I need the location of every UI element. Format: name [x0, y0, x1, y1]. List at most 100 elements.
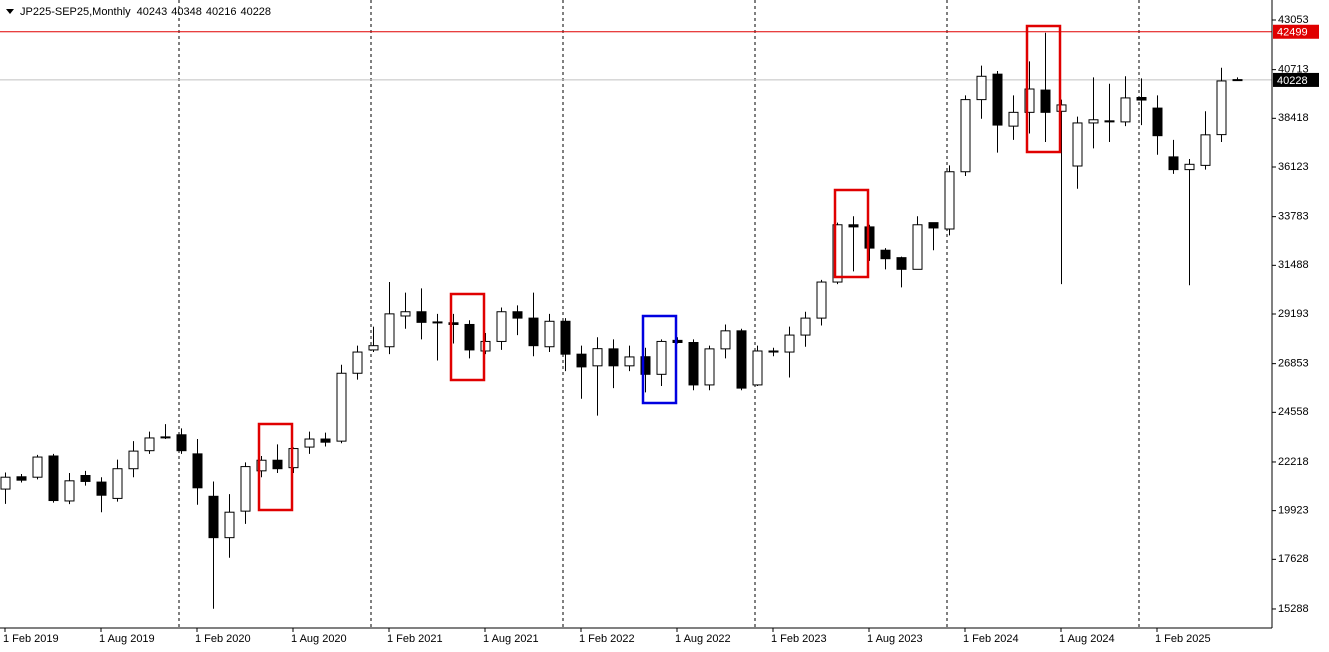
candle-body	[320, 438, 331, 443]
candle-body	[752, 350, 763, 386]
candle-body	[528, 317, 539, 347]
x-tick-label: 1 Feb 2020	[195, 633, 251, 645]
level-label-box	[1273, 24, 1319, 39]
y-tick-label: 31488	[1278, 259, 1309, 271]
candle-body	[192, 453, 203, 489]
candle-body	[128, 450, 139, 470]
candle-body	[576, 353, 587, 368]
y-tick-label: 22218	[1278, 456, 1309, 468]
candle-body	[416, 311, 427, 323]
candle-body	[32, 456, 43, 478]
candle-body	[160, 436, 171, 439]
candle-body	[16, 476, 27, 481]
level-label: 42499	[1277, 27, 1308, 39]
symbol: JP225-SEP25,Monthly	[20, 6, 131, 18]
candle-body	[496, 311, 507, 342]
x-tick-label: 1 Aug 2021	[483, 633, 539, 645]
highlight-box	[449, 292, 486, 382]
level-label: 40228	[1277, 75, 1308, 87]
candle-body	[208, 495, 219, 539]
x-tick-label: 1 Feb 2022	[579, 633, 635, 645]
highlight-box	[257, 422, 294, 512]
candle-body	[544, 320, 555, 348]
candle-body	[816, 281, 827, 319]
candle-body	[672, 339, 683, 343]
candle-body	[1040, 89, 1051, 113]
menu-arrow	[6, 9, 14, 14]
candle-body	[1168, 156, 1179, 171]
highlight-box	[641, 314, 678, 405]
candle-body	[880, 249, 891, 260]
candle-body	[384, 313, 395, 348]
candle-body	[1136, 96, 1147, 101]
candle-body	[1008, 111, 1019, 127]
candle-body	[1232, 79, 1243, 82]
level-label-box	[1273, 72, 1319, 87]
candle-body	[608, 348, 619, 367]
x-tick-label: 1 Aug 2024	[1059, 633, 1115, 645]
candles	[0, 32, 1243, 609]
y-tick-label: 36123	[1278, 161, 1309, 173]
candle-body	[1216, 80, 1227, 136]
x-tick-label: 1 Aug 2019	[99, 633, 155, 645]
period-separators	[178, 0, 1140, 628]
candle-body	[992, 73, 1003, 126]
candle-body	[848, 224, 859, 228]
candle-body	[176, 434, 187, 452]
candle-body	[432, 321, 443, 324]
candle-body	[336, 372, 347, 442]
highlight-box	[833, 188, 870, 279]
candle-body	[944, 171, 955, 230]
candle-body	[272, 459, 283, 470]
candle-body	[640, 356, 651, 375]
candle-body	[960, 99, 971, 173]
annotations	[257, 24, 1062, 512]
candle-body	[512, 311, 523, 319]
highlight-box	[1025, 24, 1062, 154]
x-tick-label: 1 Aug 2023	[867, 633, 923, 645]
chart-title: JP225-SEP25,Monthly 40243 40348 40216 40228	[20, 6, 271, 18]
candle-body	[928, 222, 939, 229]
candle-body	[912, 224, 923, 270]
candle-body	[1120, 97, 1131, 123]
candle-body	[1200, 134, 1211, 166]
candle-body	[784, 334, 795, 353]
y-tick-label: 29193	[1278, 308, 1309, 320]
y-tick-label: 33783	[1278, 211, 1309, 223]
y-tick-label: 26853	[1278, 358, 1309, 370]
x-tick-label: 1 Feb 2019	[3, 633, 59, 645]
y-tick-label: 19923	[1278, 505, 1309, 517]
candle-body	[64, 480, 75, 502]
candle-body	[1072, 122, 1083, 167]
y-tick-label: 38418	[1278, 112, 1309, 124]
candle-body	[704, 348, 715, 386]
candle-body	[720, 330, 731, 350]
candle-body	[656, 340, 667, 375]
x-tick-label: 1 Aug 2022	[675, 633, 731, 645]
candle-body	[624, 356, 635, 367]
candle-body	[1024, 88, 1035, 113]
ohlc-close: 40228	[240, 6, 271, 18]
x-tick-label: 1 Feb 2021	[387, 633, 443, 645]
candle-body	[864, 226, 875, 249]
ohlc-open: 40243	[137, 6, 168, 18]
y-tick-label: 43053	[1278, 14, 1309, 26]
candle-body	[112, 468, 123, 499]
candle-body	[1184, 163, 1195, 171]
candle-body	[1088, 119, 1099, 124]
candle-body	[1104, 120, 1115, 123]
candle-body	[688, 341, 699, 386]
candle-body	[560, 320, 571, 355]
candle-body	[592, 348, 603, 367]
y-tick-label: 15288	[1278, 603, 1309, 615]
y-tick-label: 24558	[1278, 406, 1309, 418]
candle-body	[288, 448, 299, 469]
candle-body	[800, 317, 811, 336]
candle-body	[352, 351, 363, 374]
ohlc-low: 40216	[206, 6, 237, 18]
candle-body	[736, 330, 747, 389]
candle-body	[768, 350, 779, 353]
candle-body	[896, 257, 907, 270]
